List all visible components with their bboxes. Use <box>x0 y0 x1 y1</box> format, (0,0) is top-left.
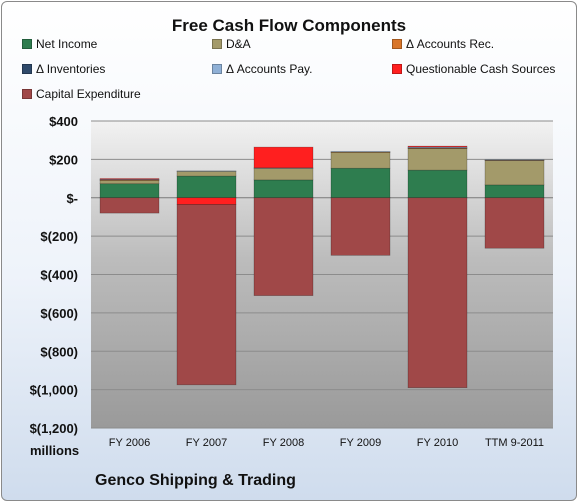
chart-title: Free Cash Flow Components <box>171 16 407 35</box>
legend-label: Net Income <box>36 37 98 51</box>
bar-segment-questionable-cash-sources <box>99 178 160 180</box>
x-tick-label: FY 2007 <box>186 437 227 449</box>
bar-segment-capital-expenditure <box>484 197 545 249</box>
y-tick-label: $(1,000) <box>30 383 78 398</box>
y-tick-label: $400 <box>49 114 78 129</box>
y-tick-label: $(400) <box>40 268 78 283</box>
bar-segment-net-income <box>253 179 314 199</box>
bar-segment-net-income <box>99 183 160 199</box>
bar-segment-d-a <box>407 148 468 171</box>
y-tick-label: $(1,200) <box>30 421 78 436</box>
legend-swatch <box>392 39 402 49</box>
bar-segment-capital-expenditure <box>176 204 237 386</box>
x-tick-label: TTM 9-2011 <box>485 437 544 449</box>
y-tick-label: $(800) <box>40 344 78 359</box>
legend-label: D&A <box>226 37 251 51</box>
y-tick-label: $(200) <box>40 229 78 244</box>
bar-segment-net-income <box>484 184 545 199</box>
bar-segment-capital-expenditure <box>99 197 160 214</box>
chart-legend: Net Income D&A Δ Accounts Rec. Δ Inventorie… <box>22 37 572 109</box>
bar-segment-d-a <box>484 160 545 186</box>
y-units-label: millions <box>30 443 80 458</box>
bar-segment-questionable-cash-sources <box>176 197 237 205</box>
x-tick-label: FY 2010 <box>417 437 458 449</box>
legend-label: Δ Inventories <box>36 62 106 76</box>
bar-segment-net-income <box>176 175 237 199</box>
bar-segment-accounts-pay <box>484 159 545 161</box>
legend-label: Capital Expenditure <box>36 87 141 101</box>
bar-segment-questionable-cash-sources <box>253 146 314 169</box>
legend-swatch <box>212 64 222 74</box>
x-tick-label: FY 2009 <box>340 437 381 449</box>
legend-label: Δ Accounts Rec. <box>406 37 495 51</box>
legend-swatch <box>212 39 222 49</box>
legend-label: Questionable Cash Sources <box>406 62 556 76</box>
legend-item: Capital Expenditure <box>22 87 141 101</box>
legend-item: Net Income <box>22 37 97 51</box>
y-tick-label: $(600) <box>40 306 78 321</box>
bar-segment-d-a <box>330 151 391 169</box>
legend-swatch <box>392 64 402 74</box>
legend-item: Δ Accounts Pay. <box>212 62 313 76</box>
y-tick-label: $200 <box>49 152 78 167</box>
legend-label: Δ Accounts Pay. <box>226 62 313 76</box>
y-tick-label: $- <box>66 191 78 206</box>
legend-item: Questionable Cash Sources <box>392 62 555 76</box>
legend-item: Δ Accounts Rec. <box>392 37 494 51</box>
legend-swatch <box>22 89 32 99</box>
legend-swatch <box>22 39 32 49</box>
legend-item: D&A <box>212 37 251 51</box>
legend-swatch <box>22 64 32 74</box>
bar-segment-net-income <box>330 167 391 199</box>
bar-segment-d-a <box>176 170 237 177</box>
bar-segment-questionable-cash-sources <box>407 145 468 148</box>
bar-segment-d-a <box>253 168 314 181</box>
bar-segment-d-a <box>99 179 160 185</box>
company-name: Genco Shipping & Trading <box>95 472 296 489</box>
bar-segment-accounts-pay <box>176 170 237 172</box>
bar-segment-capital-expenditure <box>330 197 391 256</box>
x-tick-label: FY 2006 <box>109 437 150 449</box>
bar-segment-accounts-pay <box>330 151 391 153</box>
bar-segment-capital-expenditure <box>253 197 314 296</box>
legend-item: Δ Inventories <box>22 62 105 76</box>
bar-segment-net-income <box>407 169 468 199</box>
x-tick-label: FY 2008 <box>263 437 304 449</box>
bar-segment-capital-expenditure <box>407 197 468 389</box>
